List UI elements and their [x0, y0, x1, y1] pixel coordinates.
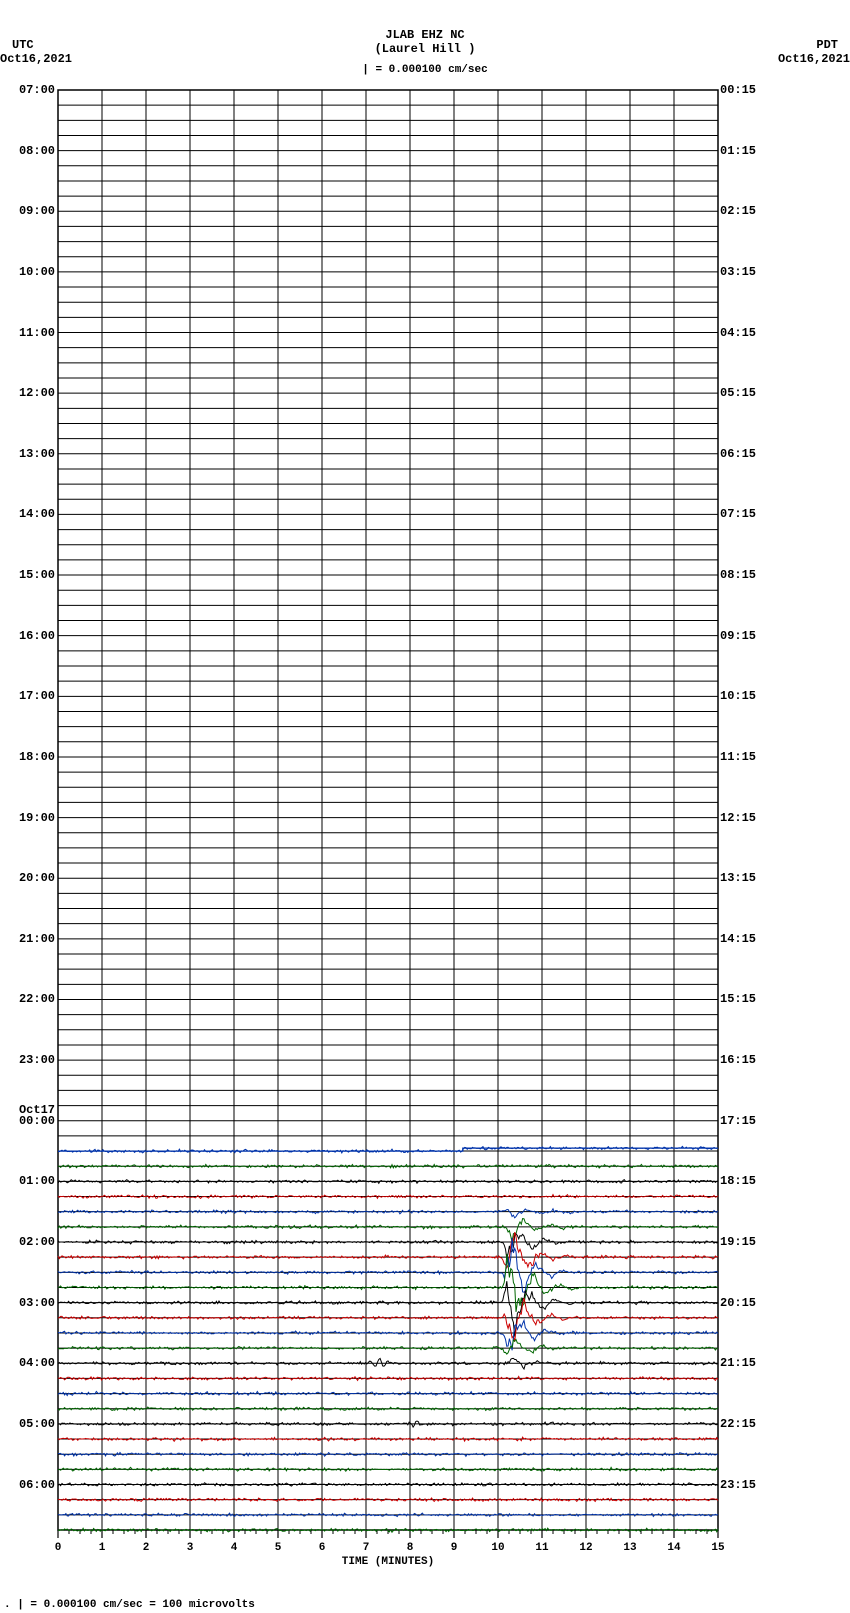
left-hour-label: 08:00 — [0, 144, 55, 158]
svg-text:11: 11 — [535, 1542, 549, 1554]
left-hour-label: 04:00 — [0, 1356, 55, 1370]
right-hour-label: 17:15 — [720, 1114, 756, 1128]
left-hour-label: 01:00 — [0, 1174, 55, 1188]
svg-text:4: 4 — [231, 1542, 238, 1554]
right-hour-label: 00:15 — [720, 83, 756, 97]
right-hour-label: 21:15 — [720, 1356, 756, 1370]
svg-text:7: 7 — [363, 1542, 370, 1554]
svg-text:6: 6 — [319, 1542, 326, 1554]
right-hour-label: 08:15 — [720, 568, 756, 582]
footer-scale-text: . | = 0.000100 cm/sec = 100 microvolts — [0, 1599, 255, 1611]
left-hour-label: 18:00 — [0, 750, 55, 764]
svg-text:TIME (MINUTES): TIME (MINUTES) — [342, 1556, 434, 1568]
right-hour-label: 10:15 — [720, 689, 756, 703]
svg-text:10: 10 — [491, 1542, 504, 1554]
svg-text:2: 2 — [143, 1542, 150, 1554]
right-hour-label: 02:15 — [720, 204, 756, 218]
left-hour-label: 11:00 — [0, 326, 55, 340]
left-hour-label: 21:00 — [0, 932, 55, 946]
svg-text:15: 15 — [711, 1542, 725, 1554]
right-hour-label: 03:15 — [720, 265, 756, 279]
right-hour-label: 16:15 — [720, 1053, 756, 1067]
svg-text:5: 5 — [275, 1542, 282, 1554]
right-hour-label: 22:15 — [720, 1417, 756, 1431]
right-hour-label: 15:15 — [720, 992, 756, 1006]
right-hour-label: 01:15 — [720, 144, 756, 158]
right-hour-label: 07:15 — [720, 507, 756, 521]
right-hour-label: 20:15 — [720, 1296, 756, 1310]
right-hour-label: 23:15 — [720, 1478, 756, 1492]
svg-text:0: 0 — [55, 1542, 62, 1554]
left-hour-label: 15:00 — [0, 568, 55, 582]
left-hour-label: 05:00 — [0, 1417, 55, 1431]
svg-text:14: 14 — [667, 1542, 681, 1554]
header-scale: | = 0.000100 cm/sec — [0, 64, 850, 76]
station-line2: (Laurel Hill ) — [0, 42, 850, 56]
right-hour-label: 11:15 — [720, 750, 756, 764]
left-hour-label: 07:00 — [0, 83, 55, 97]
right-hour-label: 19:15 — [720, 1235, 756, 1249]
station-line1: JLAB EHZ NC — [0, 28, 850, 42]
left-hour-label: 03:00 — [0, 1296, 55, 1310]
right-hour-label: 12:15 — [720, 811, 756, 825]
left-hour-label: 23:00 — [0, 1053, 55, 1067]
right-hour-label: 06:15 — [720, 447, 756, 461]
right-hour-label: 18:15 — [720, 1174, 756, 1188]
svg-text:12: 12 — [579, 1542, 592, 1554]
left-hour-label: 12:00 — [0, 386, 55, 400]
left-hour-label: 02:00 — [0, 1235, 55, 1249]
left-hour-label: 22:00 — [0, 992, 55, 1006]
right-hour-label: 09:15 — [720, 629, 756, 643]
svg-text:9: 9 — [451, 1542, 458, 1554]
right-hour-label: 13:15 — [720, 871, 756, 885]
svg-text:13: 13 — [623, 1542, 637, 1554]
left-hour-label: 09:00 — [0, 204, 55, 218]
svg-text:3: 3 — [187, 1542, 194, 1554]
seismogram-container: UTC Oct16,2021 PDT Oct16,2021 JLAB EHZ N… — [0, 0, 850, 1613]
right-hour-label: 04:15 — [720, 326, 756, 340]
left-hour-label: 20:00 — [0, 871, 55, 885]
left-hour-label: 14:00 — [0, 507, 55, 521]
left-hour-label: 00:00 — [0, 1114, 55, 1128]
left-hour-label: 19:00 — [0, 811, 55, 825]
right-hour-label: 14:15 — [720, 932, 756, 946]
svg-text:8: 8 — [407, 1542, 414, 1554]
right-hour-label: 05:15 — [720, 386, 756, 400]
left-hour-label: 13:00 — [0, 447, 55, 461]
left-hour-label: 17:00 — [0, 689, 55, 703]
svg-text:1: 1 — [99, 1542, 106, 1554]
left-hour-label: 10:00 — [0, 265, 55, 279]
left-hour-label: 06:00 — [0, 1478, 55, 1492]
header: UTC Oct16,2021 PDT Oct16,2021 JLAB EHZ N… — [0, 0, 850, 80]
left-hour-label: 16:00 — [0, 629, 55, 643]
